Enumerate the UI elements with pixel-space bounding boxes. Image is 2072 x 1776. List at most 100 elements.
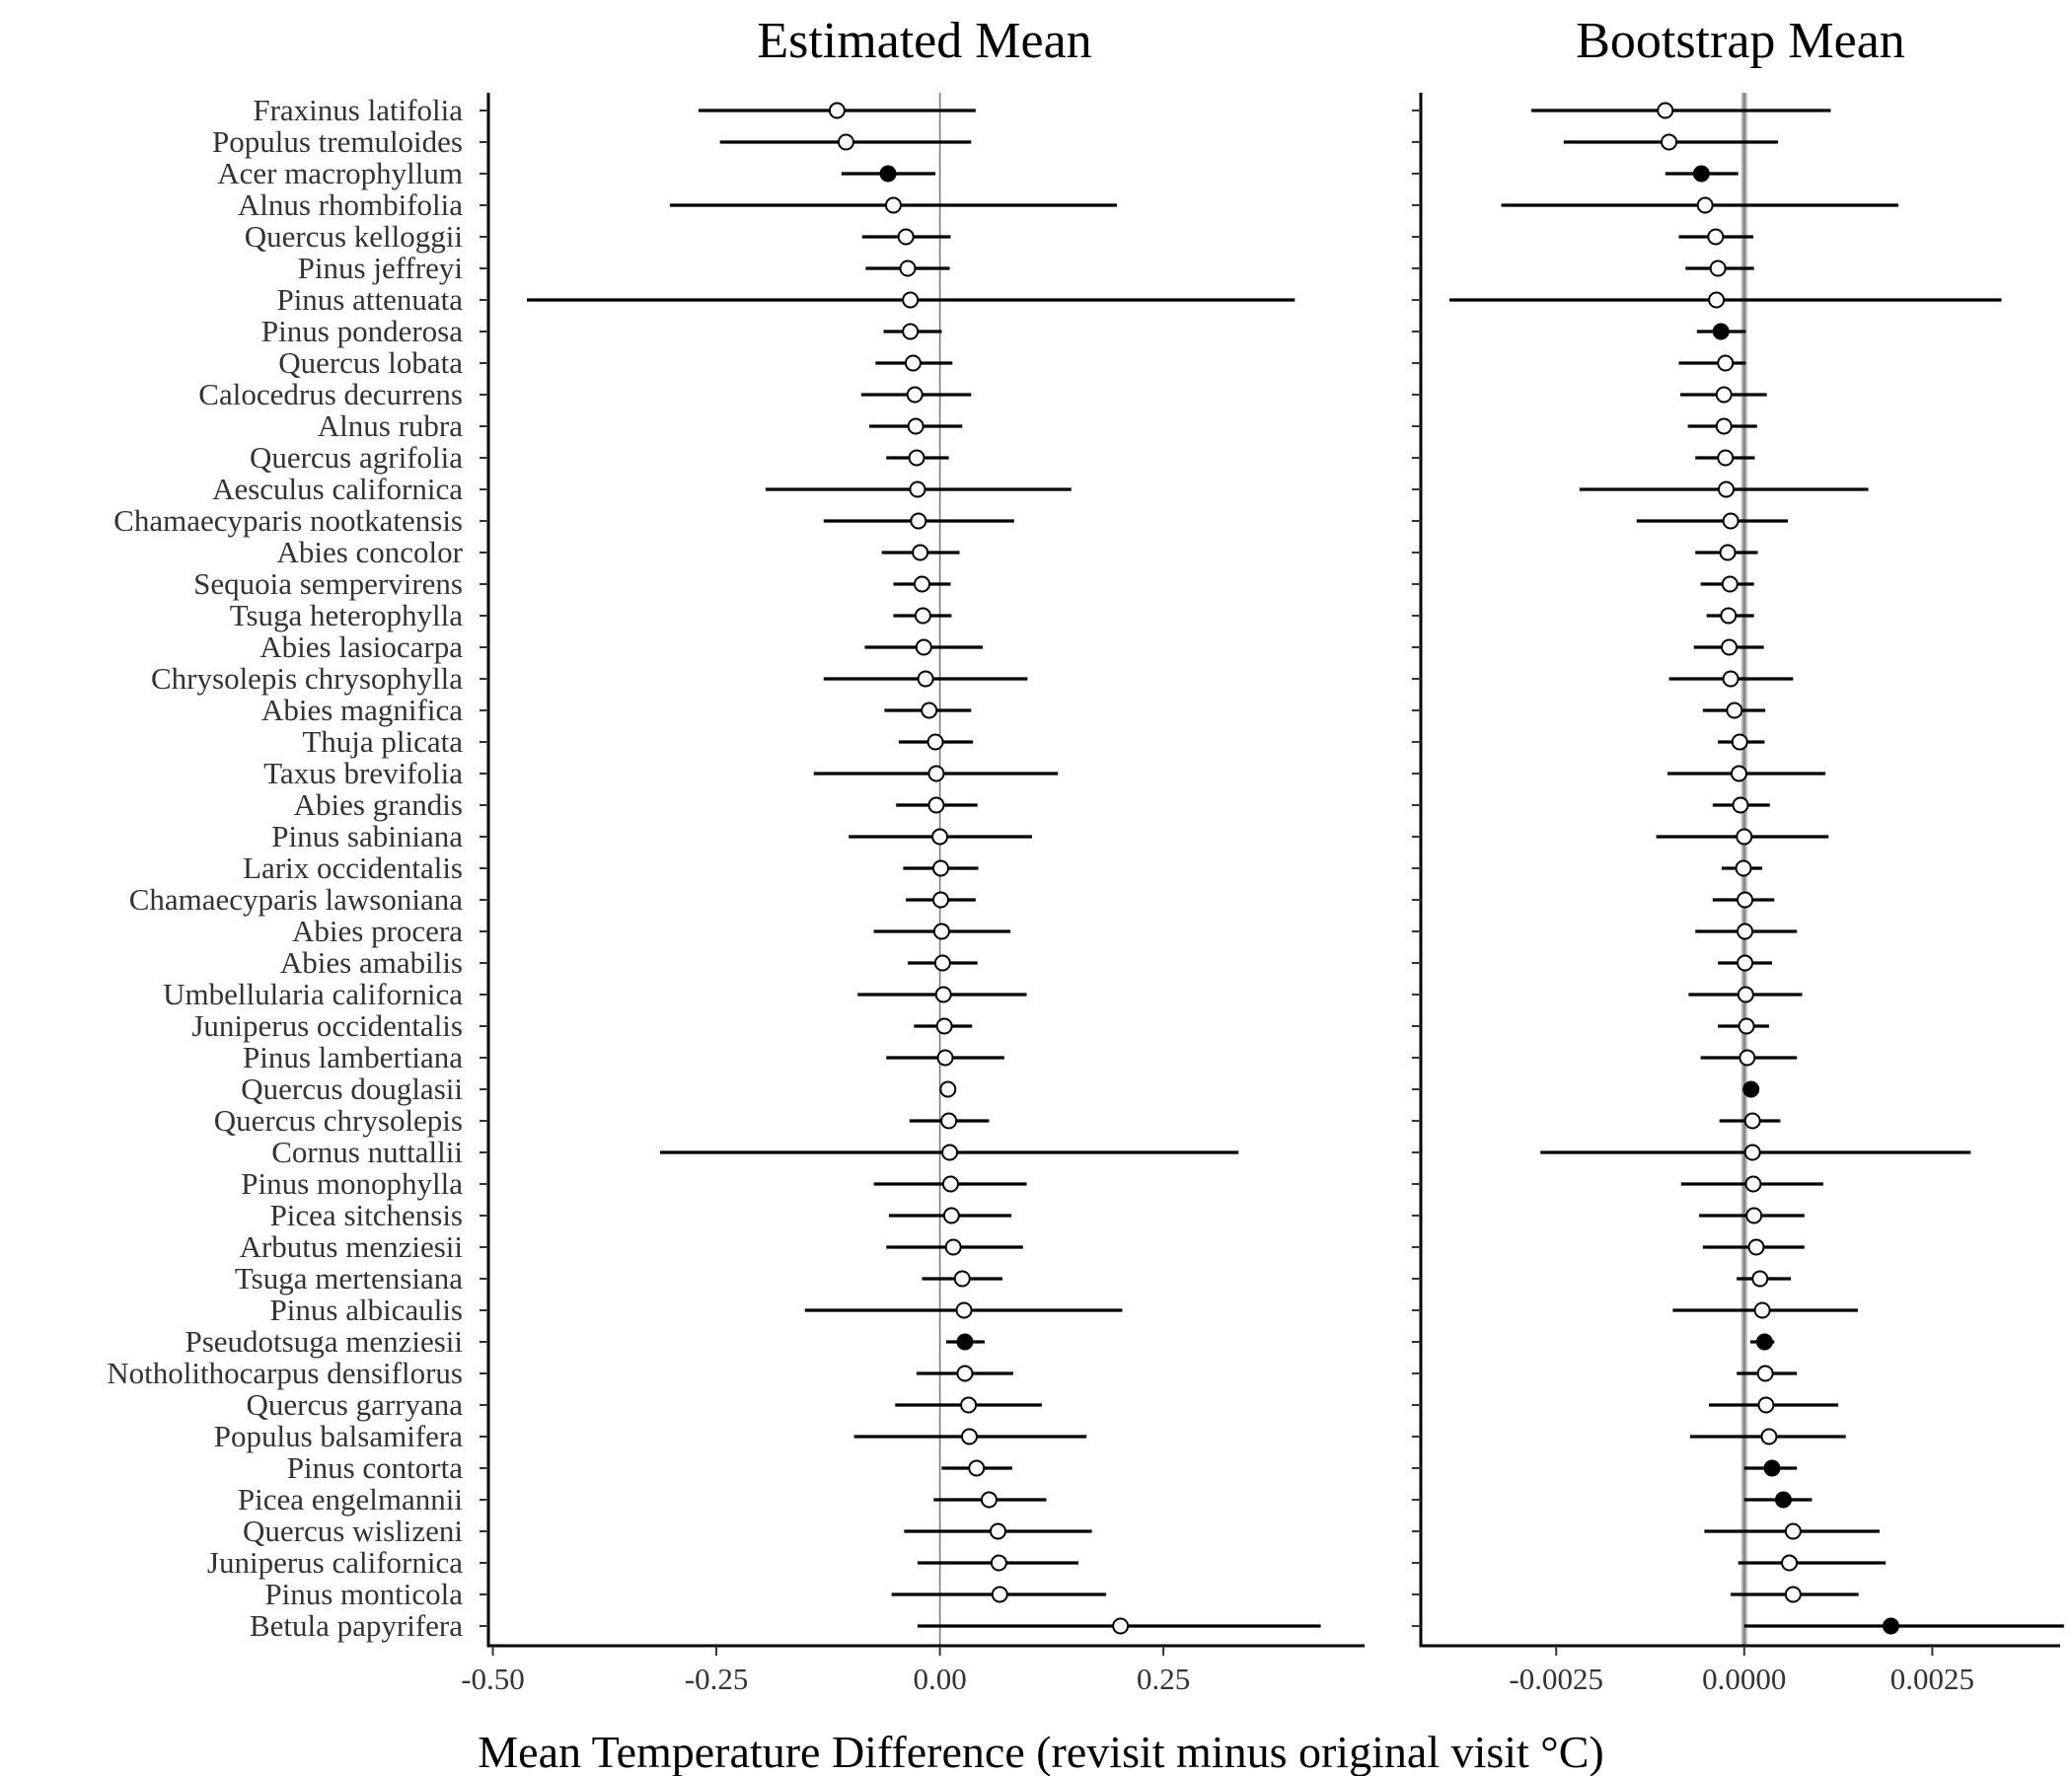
point-estimate <box>908 449 925 467</box>
point-estimate <box>1751 1270 1769 1288</box>
point-estimate <box>944 1238 962 1256</box>
point-estimate <box>931 891 949 909</box>
point-estimate <box>936 1049 954 1067</box>
point-estimate <box>1657 102 1674 119</box>
point-estimate <box>915 638 932 656</box>
point-estimate <box>990 1554 1007 1572</box>
point-estimate <box>828 102 846 119</box>
point-estimate <box>1708 291 1726 309</box>
species-label: Quercus garryana <box>247 1387 464 1422</box>
point-estimate <box>1757 1396 1775 1414</box>
x-tick-label: -0.25 <box>685 1662 749 1696</box>
point-estimate <box>906 386 924 404</box>
point-estimate <box>931 859 949 877</box>
species-label: Pinus monophylla <box>241 1166 463 1201</box>
species-label: Quercus agrifolia <box>250 440 463 475</box>
point-estimate <box>941 1144 959 1161</box>
species-label: Juniperus occidentalis <box>191 1008 463 1043</box>
point-estimate <box>927 765 945 782</box>
point-estimate <box>1736 828 1753 846</box>
species-label: Pinus ponderosa <box>261 314 463 348</box>
x-tick-label: 0.0025 <box>1890 1662 1974 1696</box>
species-label: Abies concolor <box>276 535 463 569</box>
species-label: Quercus chrysolepis <box>214 1103 463 1138</box>
point-estimate <box>1696 196 1714 214</box>
panel-estimated-mean: -0.50 -0.25 0.00 0.25 <box>461 93 1365 1696</box>
point-estimate <box>1721 638 1739 656</box>
point-estimate <box>1739 1049 1756 1067</box>
point-estimate <box>1753 1301 1771 1319</box>
species-label: Abies amabilis <box>280 945 463 980</box>
point-estimate <box>1747 1238 1765 1256</box>
species-label: Juniperus californica <box>207 1545 463 1580</box>
point-estimate <box>1737 954 1754 972</box>
point-estimate <box>1731 733 1748 751</box>
point-estimate <box>955 1301 973 1319</box>
point-estimate <box>926 733 944 751</box>
point-estimate <box>917 670 934 688</box>
point-estimate <box>1732 796 1749 814</box>
point-estimate <box>1719 544 1737 561</box>
point-estimate <box>1715 386 1733 404</box>
point-estimate <box>980 1491 998 1509</box>
point-estimate <box>1735 859 1752 877</box>
point-estimate <box>902 291 920 309</box>
point-estimate <box>1737 923 1754 940</box>
point-estimate <box>927 796 945 814</box>
point-estimate <box>932 923 950 940</box>
species-label: Taxus brevifolia <box>263 756 463 790</box>
species-label: Alnus rhombifolia <box>238 187 463 222</box>
point-estimate <box>1112 1617 1130 1635</box>
point-estimate <box>1743 1112 1761 1130</box>
species-label: Tsuga heterophylla <box>230 598 464 632</box>
point-estimate <box>897 228 915 246</box>
point-estimate <box>1781 1554 1799 1572</box>
x-tick-label: -0.0025 <box>1509 1662 1603 1696</box>
point-estimate <box>914 607 931 625</box>
species-label: Pinus jeffreyi <box>298 251 464 285</box>
species-label: Picea sitchensis <box>270 1198 463 1232</box>
species-label: Thuja plicata <box>302 724 463 759</box>
point-estimate <box>939 1080 957 1098</box>
point-estimate <box>837 133 854 151</box>
point-estimate <box>1784 1586 1802 1603</box>
species-label: Pinus monticola <box>264 1577 463 1611</box>
x-tick-label: -0.50 <box>461 1662 525 1696</box>
point-estimate <box>1709 259 1727 277</box>
point-estimate-significant <box>879 165 897 183</box>
species-label: Pinus attenuata <box>276 282 463 317</box>
point-estimate <box>1737 891 1754 909</box>
point-estimate-significant <box>956 1333 974 1351</box>
species-label: Alnus rubra <box>318 408 463 443</box>
species-label: Tsuga mertensiana <box>235 1261 463 1295</box>
point-estimate-significant <box>1742 1080 1760 1098</box>
point-estimate-significant <box>1712 323 1730 340</box>
point-estimate <box>935 1017 953 1035</box>
species-label: Pinus albicaulis <box>270 1293 463 1327</box>
species-label: Quercus wislizeni <box>243 1514 463 1548</box>
point-estimate-significant <box>1882 1617 1899 1635</box>
point-estimate <box>909 481 926 498</box>
panel-title-estimated-mean: Estimated Mean <box>757 13 1091 69</box>
species-label: Quercus kelloggii <box>245 219 464 254</box>
point-estimate-significant <box>1763 1459 1781 1477</box>
point-estimate <box>921 702 938 719</box>
point-estimate <box>912 544 929 561</box>
species-label: Notholithocarpus densiflorus <box>107 1356 463 1390</box>
species-label: Calocedrus decurrens <box>198 377 463 411</box>
species-label: Chamaecyparis nootkatensis <box>113 503 463 538</box>
point-estimate <box>1717 354 1735 372</box>
point-estimate <box>991 1586 1008 1603</box>
point-estimate <box>1730 765 1747 782</box>
species-label: Abies grandis <box>294 787 463 822</box>
species-label: Abies magnifica <box>261 693 463 727</box>
species-label: Populus tremuloides <box>212 124 463 159</box>
point-estimate <box>1745 1207 1763 1224</box>
x-tick-label: 0.0000 <box>1702 1662 1786 1696</box>
point-estimate <box>1720 607 1738 625</box>
panel-bootstrap-mean: -0.0025 0.0000 0.0025 <box>1412 93 2064 1696</box>
species-label: Arbutus menziesii <box>240 1229 464 1264</box>
species-label: Cornus nuttallii <box>271 1135 463 1169</box>
